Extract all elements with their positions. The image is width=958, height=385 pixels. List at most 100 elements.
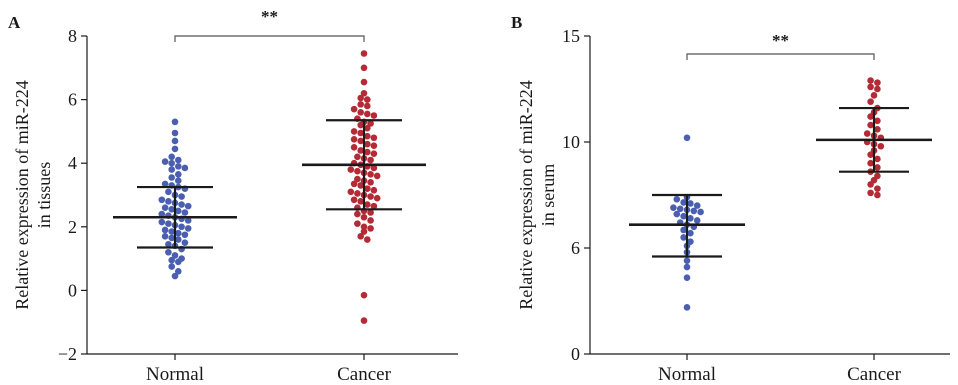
- x-tick-label: Cancer: [337, 364, 391, 385]
- data-point-normal: [171, 272, 179, 280]
- data-point-cancer: [360, 317, 368, 324]
- data-point-cancer: [364, 236, 371, 243]
- data-point-cancer: [360, 223, 368, 231]
- x-tick-label: Cancer: [847, 364, 901, 385]
- data-point-normal: [697, 208, 704, 216]
- data-point-cancer: [350, 180, 358, 188]
- data-point-cancer: [347, 166, 355, 173]
- data-point-normal: [175, 236, 182, 243]
- data-point-cancer: [360, 213, 368, 221]
- data-point-cancer: [360, 50, 368, 57]
- data-point-normal: [161, 204, 169, 212]
- data-point-cancer: [370, 186, 378, 194]
- data-point-normal: [168, 228, 175, 235]
- data-point-cancer: [874, 125, 881, 133]
- significance-bracket: [686, 53, 875, 60]
- data-point-cancer: [357, 137, 365, 145]
- data-point-cancer: [874, 155, 881, 163]
- data-point-cancer: [874, 85, 881, 93]
- data-point-cancer: [364, 140, 371, 148]
- data-point-cancer: [357, 198, 365, 205]
- data-point-normal: [175, 156, 182, 164]
- y-tick-label: 15: [562, 26, 580, 46]
- data-point-normal: [683, 274, 691, 281]
- data-point-cancer: [350, 196, 358, 204]
- data-point-cancer: [370, 112, 378, 119]
- y-tick-label: −2: [58, 344, 77, 364]
- significance-label: **: [261, 7, 278, 26]
- x-tick-label: Normal: [146, 364, 204, 385]
- data-point-normal: [168, 263, 175, 270]
- data-point-cancer: [364, 201, 371, 208]
- data-point-normal: [165, 188, 172, 196]
- data-point-cancer: [367, 156, 374, 164]
- data-point-normal: [158, 210, 166, 218]
- data-point-normal: [683, 257, 691, 265]
- data-point-cancer: [367, 178, 374, 186]
- data-point-cancer: [874, 79, 881, 86]
- data-point-cancer: [367, 193, 374, 200]
- data-point-normal: [690, 207, 698, 215]
- data-point-cancer: [360, 228, 368, 235]
- significance-bracket: [174, 35, 365, 42]
- data-point-cancer: [367, 171, 374, 178]
- significance-label: **: [772, 31, 789, 50]
- data-point-cancer: [867, 189, 874, 197]
- data-point-normal: [184, 217, 192, 224]
- panel-B: B 0 6 10 15 Normal Cancer Relative expression o…: [511, 13, 950, 385]
- data-point-normal: [158, 196, 166, 204]
- data-point-normal: [181, 209, 189, 216]
- data-point-normal: [168, 166, 175, 173]
- data-point-cancer: [350, 136, 358, 143]
- data-point-normal: [168, 234, 175, 242]
- data-point-cancer: [350, 105, 358, 113]
- panel-A: A −2 0 2 4 6 8 Normal Cancer Relative expression …: [8, 7, 458, 385]
- data-point-normal: [178, 193, 185, 200]
- data-point-normal: [683, 134, 691, 142]
- data-point-cancer: [367, 217, 374, 224]
- data-point-normal: [168, 159, 175, 167]
- data-point-normal: [687, 215, 694, 222]
- data-point-normal: [175, 229, 182, 237]
- data-point-normal: [676, 205, 684, 213]
- data-point-cancer: [370, 142, 378, 150]
- data-point-normal: [165, 198, 172, 205]
- data-point-cancer: [357, 182, 365, 189]
- data-point-cancer: [364, 148, 371, 156]
- data-point-cancer: [877, 142, 885, 150]
- data-point-normal: [175, 207, 182, 215]
- data-point-cancer: [354, 190, 361, 197]
- data-point-normal: [168, 256, 175, 264]
- data-point-cancer: [867, 151, 874, 159]
- data-point-normal: [158, 218, 166, 226]
- x-tick-label: Normal: [658, 364, 716, 385]
- data-point-normal: [165, 248, 172, 256]
- data-point-cancer: [360, 89, 368, 97]
- data-point-normal: [178, 223, 185, 231]
- data-point-cancer: [354, 167, 361, 175]
- data-point-cancer: [357, 233, 365, 240]
- data-point-cancer: [370, 150, 378, 157]
- data-point-normal: [683, 304, 691, 311]
- y-tick-label: 6: [68, 90, 77, 110]
- data-point-normal: [161, 158, 169, 165]
- data-point-cancer: [360, 78, 368, 86]
- data-point-normal: [184, 202, 192, 210]
- data-point-normal: [673, 195, 681, 203]
- y-tick-label: 8: [68, 26, 77, 46]
- data-point-cancer: [364, 110, 371, 118]
- y-axis-label: Relative expression of miR-224: [12, 80, 32, 309]
- data-point-cancer: [364, 96, 371, 103]
- data-point-cancer: [867, 181, 874, 188]
- data-point-normal: [175, 258, 182, 266]
- data-point-normal: [165, 220, 172, 227]
- data-point-normal: [680, 234, 687, 241]
- data-point-normal: [693, 202, 701, 209]
- data-point-normal: [168, 174, 175, 181]
- data-point-normal: [680, 212, 687, 220]
- data-point-normal: [175, 163, 182, 170]
- data-point-cancer: [867, 121, 874, 129]
- data-point-cancer: [367, 120, 374, 127]
- data-point-cancer: [347, 188, 355, 196]
- data-point-cancer: [373, 172, 381, 180]
